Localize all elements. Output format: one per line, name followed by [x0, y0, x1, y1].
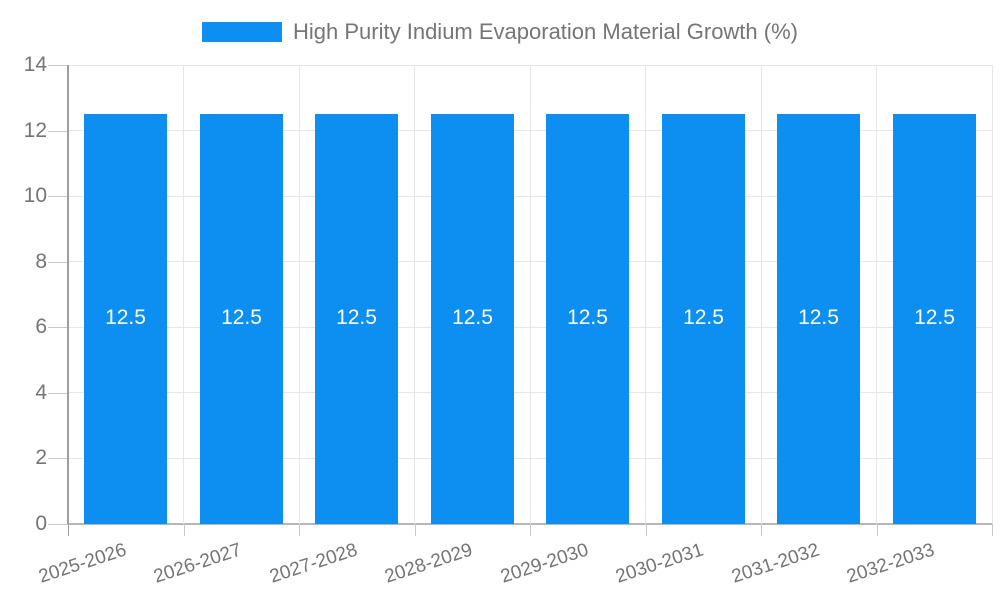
- bar: 12.5: [315, 114, 398, 524]
- legend-swatch-icon: [202, 22, 283, 42]
- y-axis-label: 6: [35, 315, 47, 338]
- y-tick: [48, 65, 68, 66]
- x-tick: [68, 524, 69, 536]
- v-gridline: [761, 65, 762, 524]
- x-tick: [877, 524, 878, 536]
- v-gridline: [876, 65, 877, 524]
- x-tick: [415, 524, 416, 536]
- bar-value-label: 12.5: [683, 306, 724, 329]
- y-tick: [48, 327, 68, 328]
- chart-legend: High Purity Indium Evaporation Material …: [0, 18, 1000, 46]
- bar: 12.5: [662, 114, 745, 524]
- bar: 12.5: [893, 114, 976, 524]
- v-gridline: [414, 65, 415, 524]
- y-axis-label: 2: [35, 446, 47, 469]
- y-tick: [48, 458, 68, 459]
- bar: 12.5: [546, 114, 629, 524]
- y-axis-label: 12: [23, 119, 47, 142]
- legend-label: High Purity Indium Evaporation Material …: [293, 19, 798, 44]
- y-axis-label: 0: [35, 512, 47, 535]
- bar-value-label: 12.5: [798, 306, 839, 329]
- bar: 12.5: [200, 114, 283, 524]
- x-tick: [299, 524, 300, 536]
- y-axis-label: 10: [23, 184, 47, 207]
- bar-value-label: 12.5: [221, 306, 262, 329]
- bar-value-label: 12.5: [452, 306, 493, 329]
- y-axis-line: [67, 65, 69, 524]
- v-gridline: [992, 65, 993, 524]
- v-gridline: [299, 65, 300, 524]
- v-gridline: [530, 65, 531, 524]
- x-tick: [761, 524, 762, 536]
- x-tick: [184, 524, 185, 536]
- y-axis-label: 14: [23, 53, 47, 76]
- x-tick: [646, 524, 647, 536]
- v-gridline: [645, 65, 646, 524]
- v-gridline: [183, 65, 184, 524]
- bar: 12.5: [84, 114, 167, 524]
- y-tick: [48, 524, 68, 525]
- bar-value-label: 12.5: [914, 306, 955, 329]
- bar-value-label: 12.5: [336, 306, 377, 329]
- bar: 12.5: [431, 114, 514, 524]
- bar: 12.5: [777, 114, 860, 524]
- x-tick: [992, 524, 993, 536]
- x-tick: [530, 524, 531, 536]
- y-axis-label: 4: [35, 381, 47, 404]
- y-tick: [48, 131, 68, 132]
- y-tick: [48, 393, 68, 394]
- y-axis-label: 8: [35, 250, 47, 273]
- y-tick: [48, 196, 68, 197]
- bar-value-label: 12.5: [567, 306, 608, 329]
- bar-value-label: 12.5: [105, 306, 146, 329]
- y-tick: [48, 262, 68, 263]
